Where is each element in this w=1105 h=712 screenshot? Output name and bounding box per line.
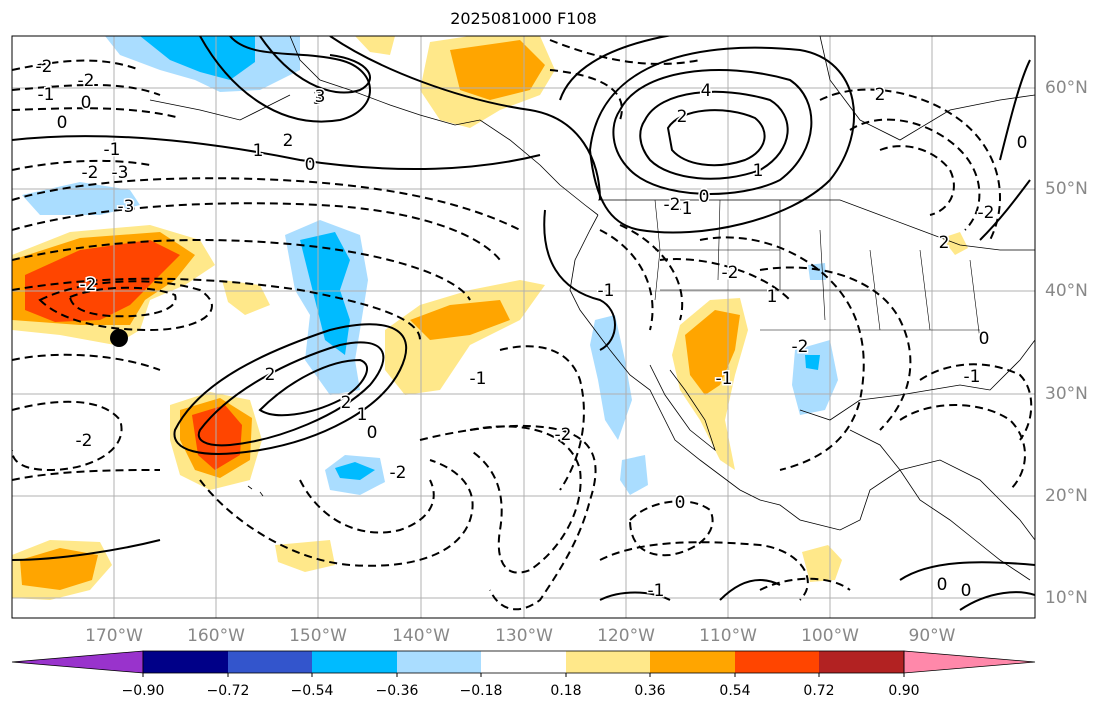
contours-dashed [12,39,1033,611]
contour-label: 1 [253,141,264,161]
location-marker [110,329,128,347]
contour-label: 0 [937,575,948,595]
lon-label: 150°W [289,626,347,646]
lat-label: 60°N [1045,78,1088,98]
contour-label: -2 [36,57,53,77]
lon-label: 160°W [187,626,245,646]
contour-label: 4 [701,81,712,101]
contour-label: -1 [38,85,55,105]
contour-label: 1 [753,161,764,181]
contour-label: 0 [979,329,990,349]
contour-label: 0 [961,581,972,601]
contour-label: -1 [470,369,487,389]
contour-label: 0 [81,93,92,113]
contour-label: -1 [598,281,615,301]
colorbar-tick: 0.54 [719,683,751,699]
graticule [12,36,1035,618]
lat-label: 10°N [1045,588,1088,608]
contours [12,36,1035,611]
contour-label: -2 [555,425,572,445]
contour-label: 0 [699,187,710,207]
lon-label: 100°W [801,626,859,646]
lat-label: 50°N [1045,179,1088,199]
contour-label: -2 [978,203,995,223]
lon-label: 90°W [908,626,956,646]
contour-label: 3 [313,89,324,109]
contour-label: -3 [118,197,135,217]
colorbar-tick: −0.90 [121,683,165,699]
lat-label: 30°N [1045,384,1088,404]
colorbar-tick: 0.90 [888,683,920,699]
contour-label: -2 [390,463,407,483]
contour-label: 0 [675,493,686,513]
contour-label: -2 [82,163,99,183]
contour-label: -1 [964,367,981,387]
lon-label: 130°W [495,626,553,646]
colorbar-tick: −0.18 [459,683,503,699]
lat-label: 40°N [1045,281,1088,301]
contour-label: 0 [1017,133,1028,153]
contour-label: -1 [676,199,693,219]
contour-label: -2 [78,71,95,91]
contour-label: -2 [792,337,809,357]
contour-label: -3 [112,163,129,183]
contour-label: 2 [875,85,886,105]
colorbar-tick: 0.72 [803,683,835,699]
contour-label: -2 [664,195,681,215]
contour-label: 0 [305,155,316,175]
contour-label: -1 [648,581,665,601]
contour-label: 1 [767,287,778,307]
contour-label: -2 [80,275,97,295]
colorbar-tick: −0.36 [375,683,419,699]
contour-label: 2 [341,393,352,413]
contour-label: 0 [367,423,378,443]
lon-label: 170°W [85,626,143,646]
contour-label: 3 [315,87,326,107]
contour-label: 1 [357,405,368,425]
contour-label: 2 [939,233,950,253]
contour-label: 2 [265,365,276,385]
lon-label: 120°W [597,626,655,646]
contour-label: -2 [76,431,93,451]
colorbar-tick: −0.72 [206,683,250,699]
contour-label: -2 [722,263,739,283]
map-title: 2025081000 F108 [450,9,597,28]
contour-label: -1 [716,369,733,389]
colorbar-tick: 0.18 [550,683,582,699]
lon-label: 140°W [392,626,450,646]
contour-label: -1 [104,140,121,160]
contour-label: 2 [677,107,688,127]
contour-label: 0 [57,113,68,133]
lat-label: 20°N [1045,486,1088,506]
colorbar-tick: −0.54 [290,683,334,699]
colorbar-tick: 0.36 [634,683,666,699]
lon-label: 110°W [699,626,757,646]
contour-label: 2 [283,131,294,151]
